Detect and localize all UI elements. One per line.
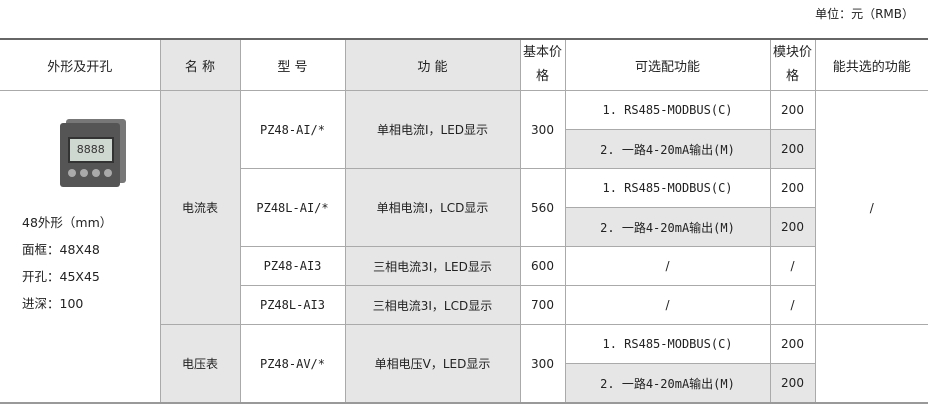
- spec-cell: 8888 48外形（mm） 面框：48X48 开孔：45X45 进深：100: [0, 90, 161, 404]
- module-price: 200: [769, 207, 815, 247]
- header-base-price: 基本价格: [519, 38, 566, 91]
- module-price: /: [769, 285, 815, 325]
- header-name: 名 称: [159, 38, 241, 91]
- function: 单相电流I，LED显示: [344, 90, 521, 169]
- header-optional: 可选配功能: [564, 38, 771, 91]
- spec-cutout: 开孔：45X45: [22, 269, 100, 284]
- module-price: 200: [769, 168, 815, 208]
- option: 2. 一路4-20mA输出(M): [565, 363, 771, 404]
- spec-depth: 进深：100: [22, 296, 84, 311]
- spec-size: 48外形（mm）: [22, 215, 113, 230]
- header-combinable: 能共选的功能: [814, 38, 928, 91]
- option: /: [564, 246, 771, 286]
- header-row: 外形及开孔 名 称 型 号 功 能 基本价格 可选配功能 模块价格 能共选的功能: [0, 38, 928, 91]
- meter-image: 8888: [54, 117, 128, 189]
- header-function: 功 能: [344, 38, 521, 91]
- function: 单相电流I，LCD显示: [344, 168, 521, 247]
- spec-frame: 面框：48X48: [22, 242, 100, 257]
- group-name: 电压表: [160, 324, 241, 404]
- function: 三相电流3I，LCD显示: [344, 285, 521, 325]
- option: /: [564, 285, 771, 325]
- option: 2. 一路4-20mA输出(M): [565, 207, 771, 247]
- option: 2. 一路4-20mA输出(M): [565, 129, 771, 169]
- module-price: 200: [769, 90, 816, 130]
- option: 1. RS485-MODBUS(C): [564, 324, 771, 364]
- option: 1. RS485-MODBUS(C): [564, 90, 771, 130]
- model: PZ48-AI/*: [239, 90, 346, 169]
- model: PZ48-AI3: [240, 246, 346, 286]
- group-name: 电流表: [159, 90, 241, 325]
- price-table: 外形及开孔 名 称 型 号 功 能 基本价格 可选配功能 模块价格 能共选的功能…: [0, 38, 928, 404]
- model: PZ48L-AI3: [240, 285, 346, 325]
- base-price: 300: [519, 324, 566, 404]
- module-price: 200: [769, 324, 816, 364]
- unit-label: 单位：元（RMB）: [815, 7, 914, 21]
- header-module-price: 模块价格: [769, 38, 816, 91]
- base-price: 600: [519, 246, 566, 286]
- function: 单相电压V，LED显示: [344, 324, 521, 404]
- combinable: /: [814, 90, 928, 325]
- header-model: 型 号: [239, 38, 346, 91]
- module-price: /: [769, 246, 815, 286]
- module-price: 200: [769, 129, 815, 169]
- base-price: 560: [519, 168, 566, 247]
- function: 三相电流3I，LED显示: [344, 246, 521, 286]
- header-shape: 外形及开孔: [0, 38, 161, 91]
- base-price: 700: [519, 285, 566, 325]
- combinable-empty: [814, 324, 928, 404]
- model: PZ48L-AI/*: [240, 168, 346, 247]
- option: 1. RS485-MODBUS(C): [564, 168, 771, 208]
- module-price: 200: [769, 363, 815, 404]
- model: PZ48-AV/*: [239, 324, 346, 404]
- base-price: 300: [519, 90, 566, 169]
